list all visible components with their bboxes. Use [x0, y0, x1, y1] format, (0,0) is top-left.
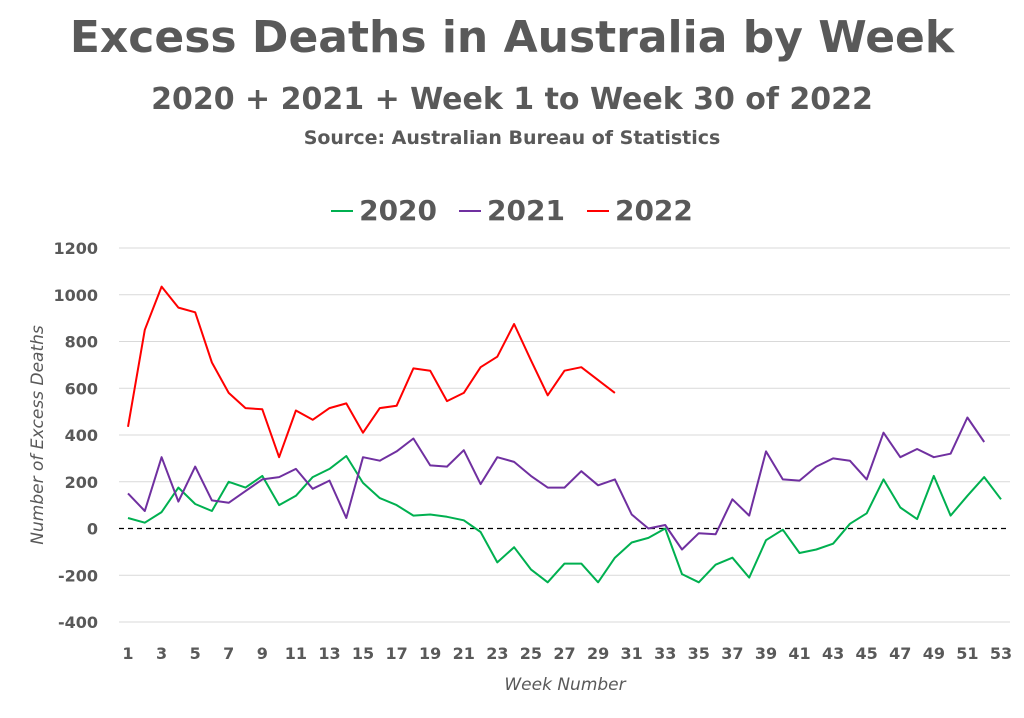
x-tick-label: 7: [223, 644, 234, 663]
x-tick-label: 15: [352, 644, 374, 663]
y-tick-labels: -400 -200 0 200 400 600 800 1000 1200: [53, 239, 98, 632]
x-tick-label: 13: [318, 644, 340, 663]
y-tick-label: 600: [65, 379, 98, 398]
x-tick-label: 21: [453, 644, 475, 663]
x-tick-label: 35: [688, 644, 710, 663]
y-tick-label: 0: [87, 520, 98, 539]
series-line-2022: [127, 285, 616, 459]
x-tick-label: 29: [587, 644, 609, 663]
y-tick-label: -400: [58, 613, 98, 632]
x-tick-label: 51: [956, 644, 978, 663]
x-tick-label: 9: [257, 644, 268, 663]
y-tick-label: -200: [58, 566, 98, 585]
y-tick-label: 400: [65, 426, 98, 445]
legend-swatch-2020: [331, 209, 354, 212]
legend-item-2022: 2022: [586, 194, 693, 227]
x-tick-label: 37: [721, 644, 743, 663]
x-tick-label: 5: [190, 644, 201, 663]
x-tick-label: 27: [553, 644, 575, 663]
chart-source: Source: Australian Bureau of Statistics: [303, 127, 721, 149]
y-axis-title: Number of Excess Deaths: [28, 325, 48, 545]
chart-subtitle: 2020 + 2021 + Week 1 to Week 30 of 2022: [151, 82, 873, 117]
x-tick-label: 45: [856, 644, 878, 663]
x-tick-label: 19: [419, 644, 441, 663]
chart-title: Excess Deaths in Australia by Week: [69, 12, 955, 63]
legend-item-2021: 2021: [459, 194, 565, 227]
series-lines: [127, 285, 1002, 584]
x-tick-label: 33: [654, 644, 676, 663]
x-tick-label: 49: [923, 644, 945, 663]
x-tick-label: 31: [621, 644, 643, 663]
series-line-2020: [127, 455, 1002, 584]
x-tick-label: 47: [889, 644, 911, 663]
legend-label-2022: 2022: [614, 194, 693, 227]
x-tick-label: 11: [285, 644, 307, 663]
x-tick-label: 43: [822, 644, 844, 663]
series-line-2021: [127, 416, 986, 551]
x-tick-label: 17: [385, 644, 407, 663]
legend-swatch-2022: [586, 209, 609, 212]
y-tick-label: 200: [65, 473, 98, 492]
legend-label-2020: 2020: [359, 194, 438, 227]
x-tick-label: 23: [486, 644, 508, 663]
legend-item-2020: 2020: [331, 194, 437, 227]
legend-label-2021: 2021: [487, 194, 565, 227]
x-tick-label: 25: [520, 644, 542, 663]
grid-lines: [119, 247, 1010, 623]
y-tick-label: 1200: [53, 239, 98, 258]
x-tick-label: 39: [755, 644, 777, 663]
x-tick-label: 1: [122, 644, 133, 663]
x-tick-label: 41: [788, 644, 810, 663]
y-tick-label: 1000: [53, 286, 98, 305]
x-tick-labels: 1 3 5 7 9 11 13 15 17 19 21 23 25 27 29 31 33 35 37 39 41 43 4…: [122, 644, 1012, 663]
legend-swatch-2021: [459, 209, 482, 212]
y-tick-label: 800: [65, 333, 98, 352]
chart-legend: 2020 2021 2022: [0, 194, 1024, 227]
x-tick-label: 53: [990, 644, 1012, 663]
x-axis-title: Week Number: [504, 675, 626, 695]
x-tick-label: 3: [156, 644, 167, 663]
